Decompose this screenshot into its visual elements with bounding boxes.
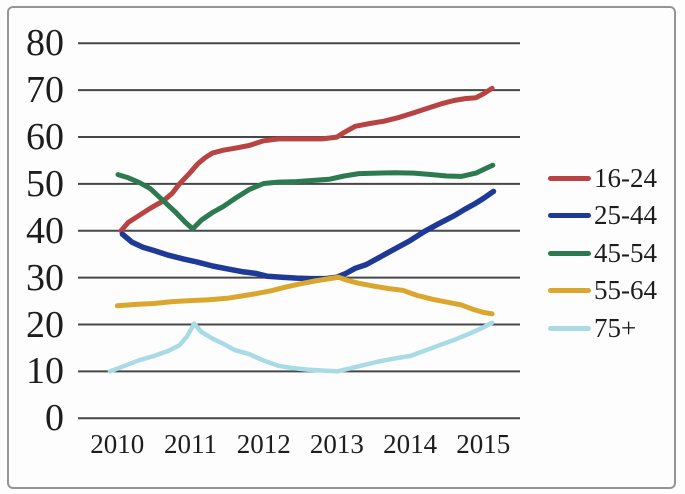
legend-item-75+: 75+ (548, 309, 636, 347)
y-axis-tick-label-60: 60 (26, 116, 64, 159)
x-axis-tick-label-2010: 2010 (90, 429, 145, 459)
y-axis-tick-label-70: 70 (26, 69, 64, 112)
x-axis-tick-label-2011: 2011 (164, 429, 217, 459)
y-axis-tick-label-0: 0 (45, 397, 64, 440)
legend-swatch-line-75+ (548, 325, 591, 331)
legend-swatch-line-45-54 (548, 250, 591, 256)
legend-item-16-24: 16-24 (548, 159, 657, 197)
x-axis-tick-label-2014: 2014 (383, 429, 438, 459)
legend-swatch-line-55-64 (548, 288, 591, 293)
legend-item-45-54: 45-54 (548, 234, 657, 272)
legend-item-label: 75+ (594, 312, 637, 343)
legend-item-25-44: 25-44 (548, 197, 657, 235)
x-axis-tick-label-2013: 2013 (309, 429, 364, 459)
series-line-25-44 (119, 188, 497, 282)
y-axis-tick-label-10: 10 (26, 350, 64, 393)
y-axis-tick-label-20: 20 (26, 303, 64, 346)
legend-swatch-line-25-44 (548, 213, 591, 218)
x-axis-tick-label-2012: 2012 (236, 429, 291, 459)
legend-item-label: 55-64 (594, 275, 657, 305)
legend-item-label: 25-44 (594, 200, 657, 230)
y-axis-tick-label-30: 30 (26, 256, 64, 299)
legend-item-55-64: 55-64 (548, 272, 657, 310)
y-axis-tick-label-50: 50 (26, 162, 64, 205)
legend-item-label: 16-24 (594, 162, 657, 193)
y-axis-tick-label-80: 80 (26, 22, 64, 65)
series-line-55-64 (114, 274, 495, 317)
y-axis-tick-label-40: 40 (26, 209, 64, 252)
series-line-16-24 (118, 85, 495, 234)
series-line-45-54 (115, 162, 496, 232)
x-axis-tick-label-2015: 2015 (456, 429, 511, 459)
legend-item-label: 45-54 (594, 237, 657, 268)
legend-swatch-line-16-24 (548, 175, 591, 181)
series-line-75+ (107, 320, 495, 374)
